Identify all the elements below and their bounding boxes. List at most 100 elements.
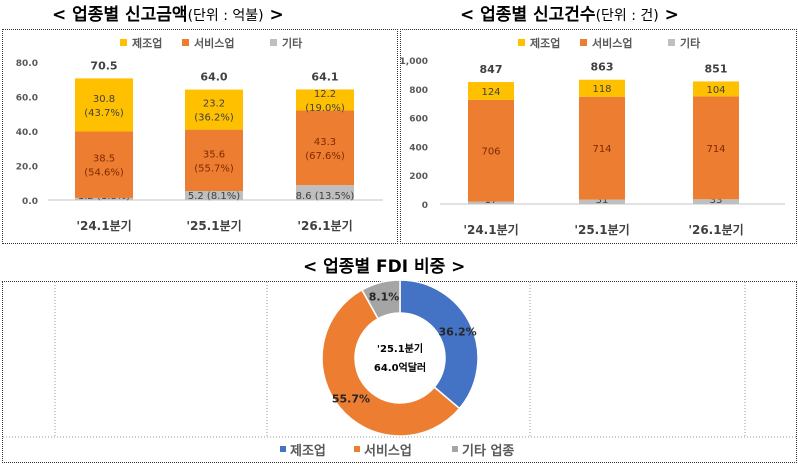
count-title-text: < 업종별 신고건수 — [460, 5, 596, 25]
bar-segment-기타 — [296, 185, 354, 200]
legend-swatch — [354, 446, 360, 452]
bar-segment-서비스업 — [693, 96, 739, 200]
y-tick-label: 400 — [409, 143, 428, 153]
legend-label: 서비스업 — [194, 36, 234, 50]
slice-label: 55.7% — [332, 392, 370, 405]
legend-swatch — [668, 39, 675, 46]
amount-title-unit: (단위 : 억불) — [187, 8, 264, 24]
y-tick-label: 1,000 — [400, 57, 428, 67]
fdi-chart-title: < 업종별 FDI 비중 > — [303, 257, 466, 277]
total-label: 851 — [705, 62, 728, 75]
data-label-pct: (55.7%) — [194, 163, 234, 174]
y-tick-label: 600 — [409, 115, 428, 125]
data-label: 124 — [481, 87, 500, 98]
bar-segment-제조업 — [75, 78, 133, 132]
x-tick-label: '25.1분기 — [186, 218, 241, 233]
amount-chart-panel — [2, 29, 398, 244]
donut-center-period: '25.1분기 — [377, 342, 423, 355]
bar-segment-기타 — [693, 199, 739, 204]
y-tick-label: 200 — [409, 172, 428, 182]
y-tick-label: 40.0 — [16, 128, 38, 138]
donut-center-amount: 64.0억달러 — [374, 361, 426, 374]
amount-chart-title: < 업종별 신고금액(단위 : 억불) > — [52, 5, 284, 26]
legend-swatch — [580, 39, 587, 46]
slice-label: 8.1% — [369, 291, 400, 304]
y-tick-label: 0 — [422, 201, 428, 211]
data-label: 714 — [706, 144, 725, 155]
x-tick-label: '24.1분기 — [463, 222, 518, 237]
data-label: 714 — [592, 144, 611, 155]
legend-swatch — [518, 39, 525, 46]
donut-slice — [360, 279, 401, 320]
data-label: 43.3 — [314, 137, 336, 148]
bar-segment-기타 — [579, 199, 625, 204]
bar-segment-제조업 — [468, 82, 514, 100]
data-label-pct: (43.7%) — [84, 108, 124, 119]
legend-label: 서비스업 — [364, 444, 412, 459]
data-label: 118 — [592, 84, 611, 95]
x-tick-label: '24.1분기 — [76, 218, 131, 233]
bar-segment-제조업 — [296, 89, 354, 111]
count-title-unit: (단위 : 건) — [595, 8, 659, 24]
bar-segment-기타 — [75, 197, 133, 200]
legend-swatch — [280, 446, 286, 452]
data-label: 5.2 (8.1%) — [188, 191, 240, 202]
data-label: 35.6 — [203, 149, 225, 160]
bar-segment-서비스업 — [468, 99, 514, 202]
bar-segment-제조업 — [185, 89, 243, 130]
data-label: 23.2 — [203, 99, 225, 110]
legend-label: 서비스업 — [592, 36, 632, 50]
legend-label: 기타 — [680, 36, 701, 50]
count-chart-panel — [400, 29, 797, 244]
bar-segment-서비스업 — [185, 129, 243, 192]
bar-segment-서비스업 — [579, 96, 625, 200]
legend-label: 제조업 — [290, 444, 326, 459]
count-title-end: > — [664, 5, 679, 25]
x-tick-label: '25.1분기 — [574, 222, 629, 237]
y-tick-label: 80.0 — [16, 59, 38, 69]
bar-segment-기타 — [468, 201, 514, 204]
legend-label: 기타 업종 — [462, 443, 514, 459]
data-label: 12.2 — [314, 89, 336, 100]
data-label: 31 — [596, 195, 609, 206]
legend-swatch — [120, 39, 127, 46]
data-label-pct: (67.6%) — [305, 151, 345, 162]
legend-label: 기타 — [282, 36, 303, 50]
bar-segment-제조업 — [693, 81, 739, 97]
y-tick-label: 20.0 — [16, 163, 38, 173]
bar-segment-서비스업 — [75, 131, 133, 198]
legend-swatch — [452, 446, 458, 452]
total-label: 64.1 — [311, 70, 338, 83]
total-label: 863 — [591, 61, 614, 74]
slice-label: 36.2% — [439, 325, 477, 338]
y-tick-label: 800 — [409, 86, 428, 96]
total-label: 70.5 — [90, 59, 117, 72]
data-label-pct: (19.0%) — [305, 103, 345, 114]
x-tick-label: '26.1분기 — [688, 222, 743, 237]
donut-slice — [399, 279, 479, 410]
x-tick-label: '26.1분기 — [297, 218, 352, 233]
data-label: 33 — [710, 195, 723, 206]
data-label-pct: (54.6%) — [84, 168, 124, 179]
data-label: 706 — [481, 147, 500, 158]
amount-title-text: < 업종별 신고금액 — [52, 5, 188, 25]
total-label: 64.0 — [200, 71, 227, 84]
y-tick-label: 60.0 — [16, 94, 38, 104]
y-tick-label: 0.0 — [22, 197, 38, 207]
data-label: 8.6 (13.5%) — [296, 191, 355, 202]
legend-swatch — [270, 39, 277, 46]
data-label: 38.5 — [93, 154, 115, 165]
amount-title-end: > — [269, 5, 284, 25]
legend-label: 제조업 — [530, 36, 560, 50]
legend-swatch — [182, 39, 189, 46]
data-label-pct: (36.2%) — [194, 113, 234, 124]
bar-segment-기타 — [185, 191, 243, 200]
data-label: 30.8 — [93, 94, 115, 105]
bar-segment-제조업 — [579, 79, 625, 97]
count-chart-title: < 업종별 신고건수(단위 : 건) > — [460, 5, 679, 26]
donut-slice — [321, 288, 461, 437]
total-label: 847 — [480, 63, 503, 76]
legend-label: 제조업 — [132, 36, 162, 50]
bar-segment-서비스업 — [296, 110, 354, 186]
